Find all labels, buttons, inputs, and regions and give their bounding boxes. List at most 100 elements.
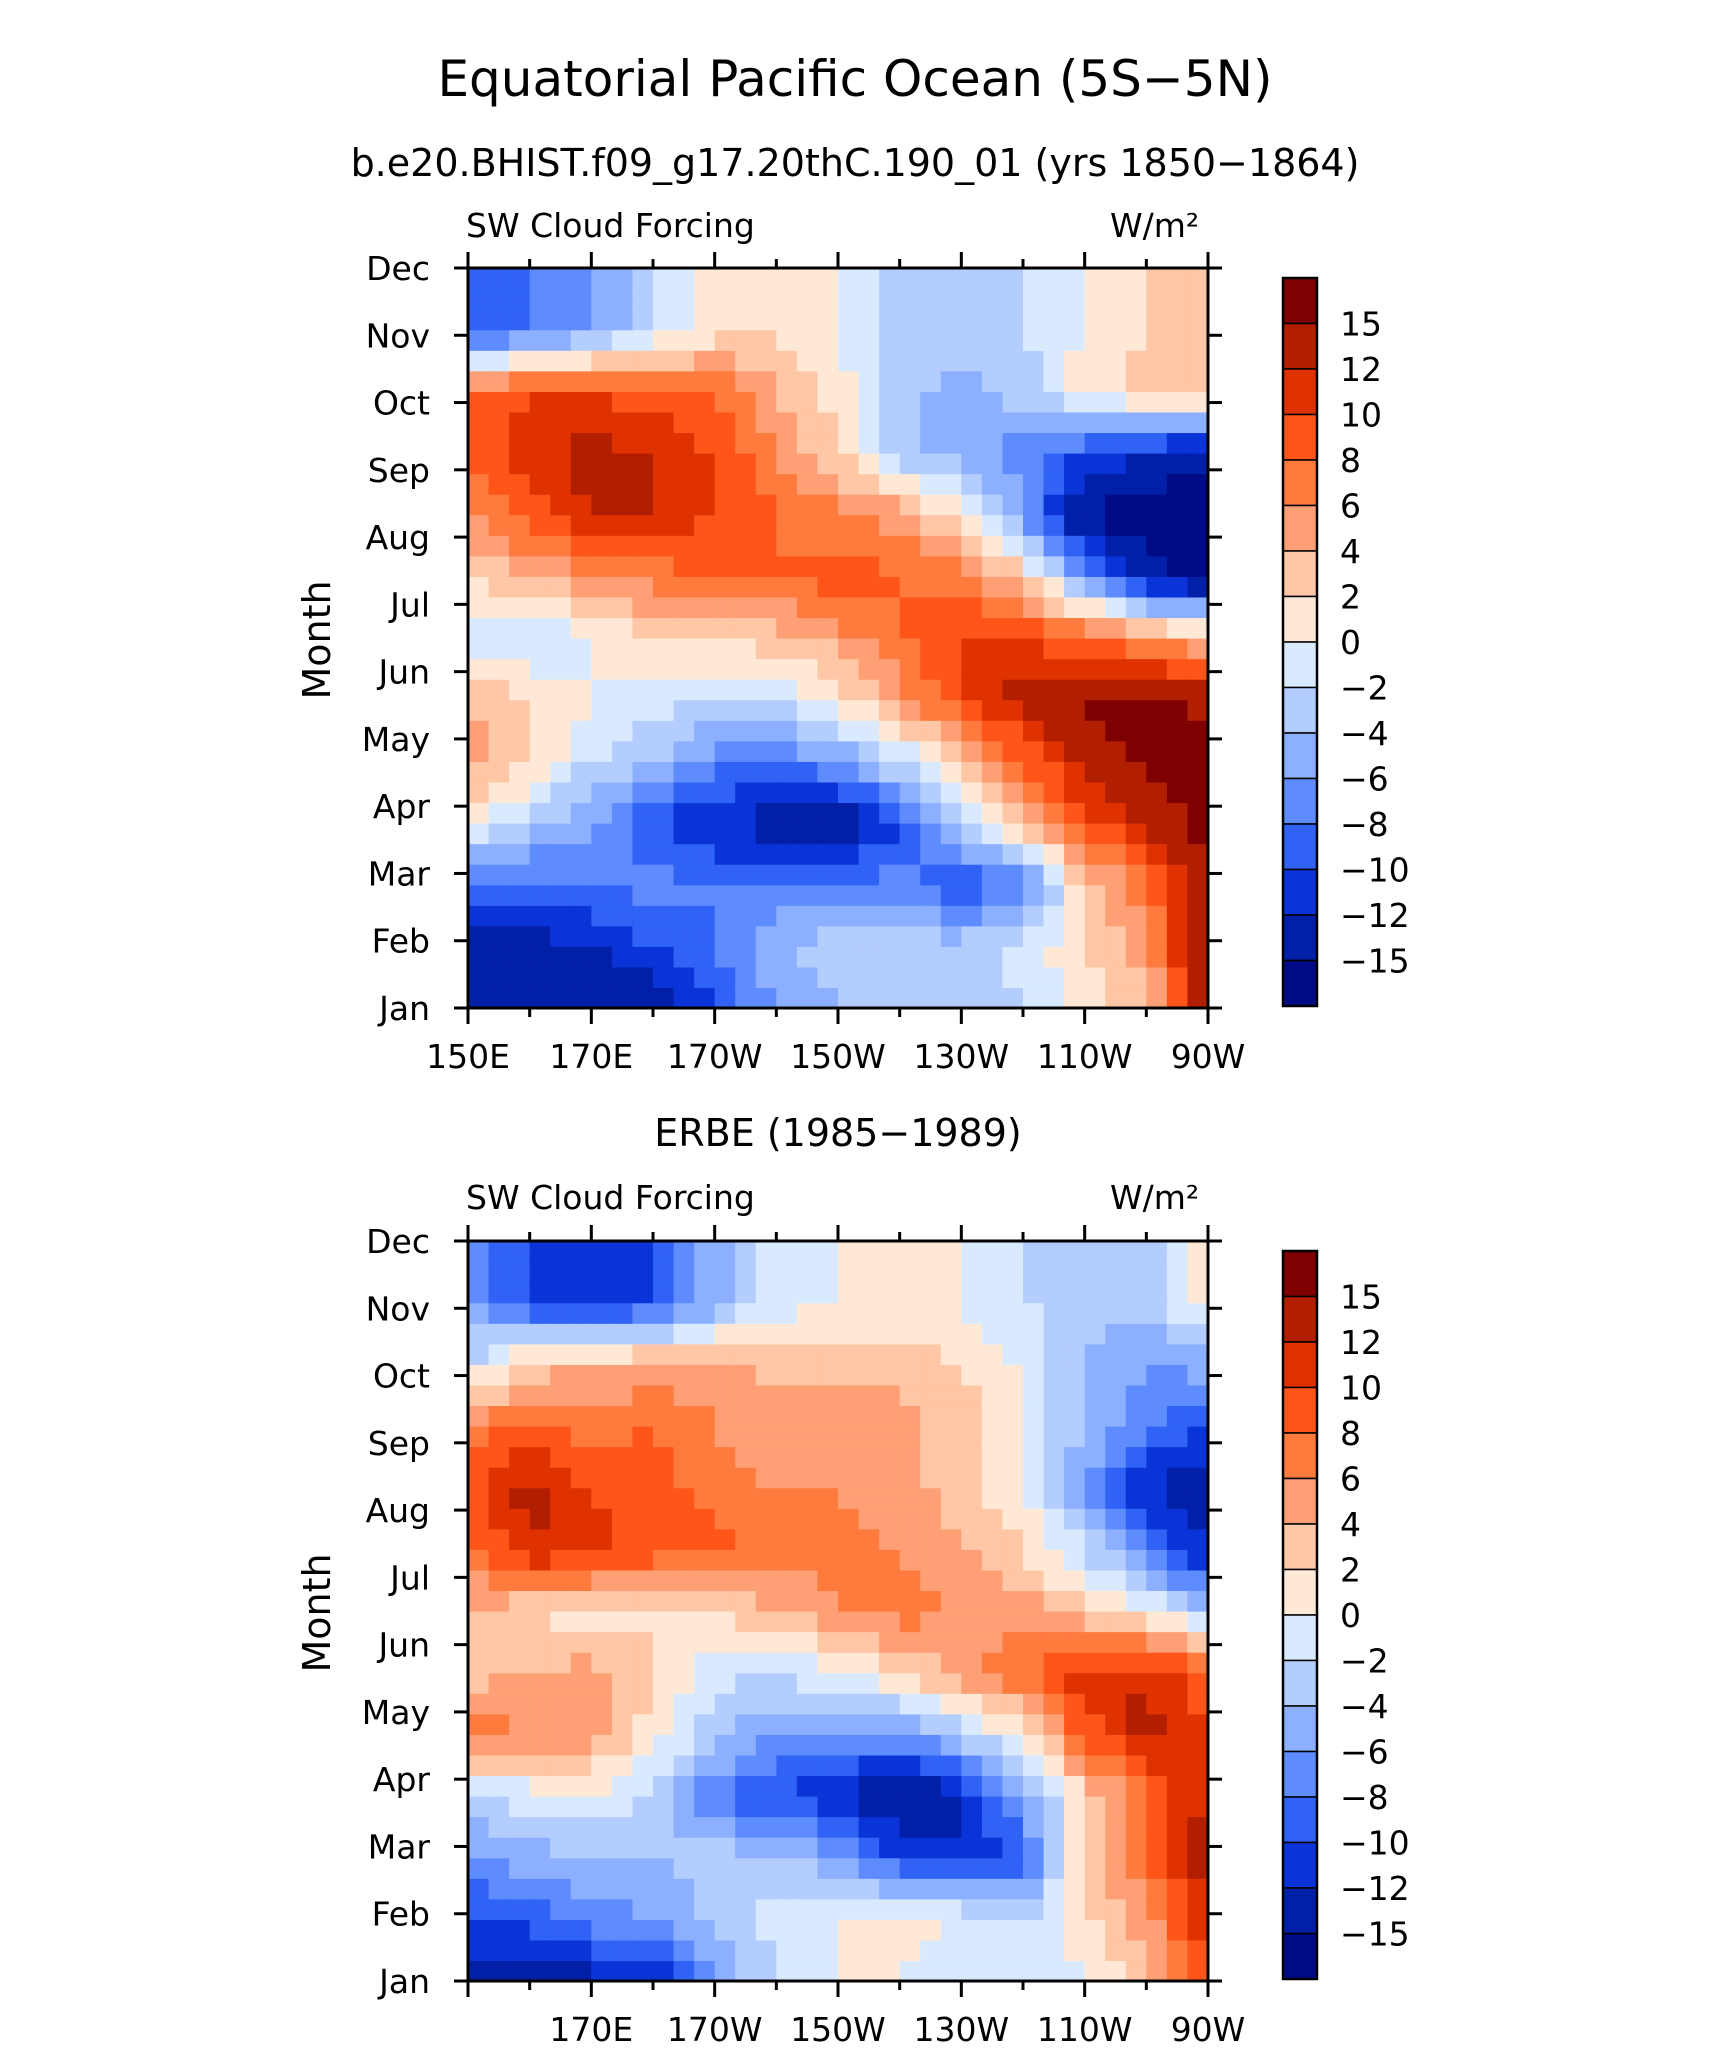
heatmap-cell: [838, 453, 860, 475]
heatmap-cell: [550, 740, 572, 762]
heatmap-cell: [673, 740, 695, 762]
heatmap-cell: [920, 1816, 942, 1838]
heatmap-cell: [611, 1837, 634, 1859]
heatmap-cell: [1187, 1837, 1209, 1859]
heatmap-cell: [796, 1652, 819, 1674]
figure-title: Equatorial Pacific Ocean (5S−5N): [437, 50, 1272, 108]
heatmap-cell: [488, 1487, 510, 1509]
heatmap-cell: [1187, 1467, 1209, 1489]
heatmap-cell: [1084, 555, 1106, 577]
heatmap-cell: [735, 576, 757, 598]
heatmap-cell: [488, 802, 510, 824]
heatmap-cell: [1084, 1939, 1106, 1962]
heatmap-cell: [961, 679, 983, 701]
heatmap-cell: [940, 966, 962, 989]
heatmap-cell: [673, 432, 695, 454]
heatmap-cell: [879, 1837, 901, 1859]
heatmap-cell: [796, 802, 819, 824]
heatmap-cell: [632, 329, 654, 351]
heatmap-cell: [776, 432, 798, 454]
heatmap-cell: [1023, 679, 1045, 701]
heatmap-cell: [570, 370, 592, 392]
heatmap-cell: [611, 473, 634, 495]
heatmap-cell: [1064, 864, 1086, 886]
heatmap-cell: [858, 1384, 880, 1407]
heatmap-cell: [920, 1364, 942, 1386]
heatmap-cell: [1125, 1467, 1147, 1489]
heatmap-cell: [1125, 905, 1147, 927]
heatmap-cell: [1023, 966, 1045, 989]
heatmap-cell: [879, 1734, 901, 1756]
heatmap-cell: [920, 1426, 942, 1448]
heatmap-cell: [550, 1652, 572, 1674]
heatmap-cell: [488, 1343, 510, 1365]
heatmap-cell: [858, 1837, 880, 1859]
heatmap-cell: [735, 638, 757, 660]
heatmap-cell: [468, 1960, 490, 1982]
heatmap-cell: [1105, 329, 1127, 351]
heatmap-cell: [940, 679, 962, 701]
heatmap-cell: [1187, 679, 1209, 701]
heatmap-cell: [920, 1919, 942, 1941]
colorbar-label: −10: [1340, 1824, 1410, 1863]
heatmap-cell: [817, 1652, 839, 1674]
heatmap-cell: [940, 864, 962, 886]
heatmap-cell: [509, 699, 531, 721]
heatmap-cell: [694, 987, 716, 1009]
heatmap-cell: [694, 391, 716, 413]
heatmap-cell: [776, 576, 798, 598]
heatmap-cell: [776, 761, 798, 783]
heatmap-cell: [755, 473, 777, 495]
heatmap-cell: [796, 1467, 819, 1489]
heatmap-cell: [817, 1405, 839, 1427]
heatmap-cell: [1002, 864, 1024, 886]
heatmap-cell: [920, 720, 942, 742]
heatmap-cell: [509, 843, 531, 865]
heatmap-cell: [632, 453, 654, 475]
heatmap-cell: [468, 1816, 490, 1838]
heatmap-cell: [509, 987, 531, 1009]
heatmap-cell: [940, 1878, 962, 1900]
heatmap-cell: [632, 1611, 654, 1633]
heatmap-cell: [611, 1693, 634, 1715]
heatmap-cell: [776, 720, 798, 742]
heatmap-cell: [879, 391, 901, 413]
heatmap-cell: [1146, 329, 1168, 351]
heatmap-cell: [981, 1426, 1004, 1448]
heatmap-cell: [1125, 1405, 1147, 1427]
heatmap-cell: [570, 1816, 592, 1838]
heatmap-cell: [694, 1878, 716, 1900]
heatmap-cell: [591, 1302, 613, 1324]
heatmap-cell: [488, 350, 510, 372]
heatmap-cell: [981, 966, 1004, 989]
heatmap-cell: [920, 494, 942, 516]
heatmap-cell: [858, 432, 880, 454]
heatmap-cell: [714, 1508, 736, 1530]
heatmap-cell: [1043, 268, 1065, 290]
heatmap-cell: [879, 699, 901, 721]
heatmap-cell: [879, 1323, 901, 1345]
heatmap-cell: [920, 350, 942, 372]
heatmap-cell: [714, 555, 736, 577]
heatmap-cell: [1105, 453, 1127, 475]
heatmap-cell: [509, 925, 531, 947]
heatmap-cell: [1023, 453, 1045, 475]
heatmap-cell: [817, 679, 839, 701]
heatmap-cell: [899, 555, 921, 577]
heatmap-cell: [591, 1241, 613, 1263]
heatmap-cell: [550, 843, 572, 865]
heatmap-cell: [961, 1343, 983, 1365]
heatmap-cell: [611, 1426, 634, 1448]
heatmap-cell: [1064, 1898, 1086, 1920]
heatmap-cell: [1146, 925, 1168, 947]
heatmap-cell: [1064, 288, 1086, 310]
heatmap-cell: [1023, 1405, 1045, 1427]
heatmap-cell: [796, 699, 819, 721]
heatmap-cell: [653, 1569, 675, 1592]
heatmap-cell: [529, 1898, 551, 1920]
heatmap-cell: [570, 453, 592, 475]
heatmap-cell: [879, 864, 901, 886]
heatmap-cell: [714, 1816, 736, 1838]
heatmap-cell: [879, 535, 901, 557]
heatmap-cell: [755, 1364, 777, 1386]
